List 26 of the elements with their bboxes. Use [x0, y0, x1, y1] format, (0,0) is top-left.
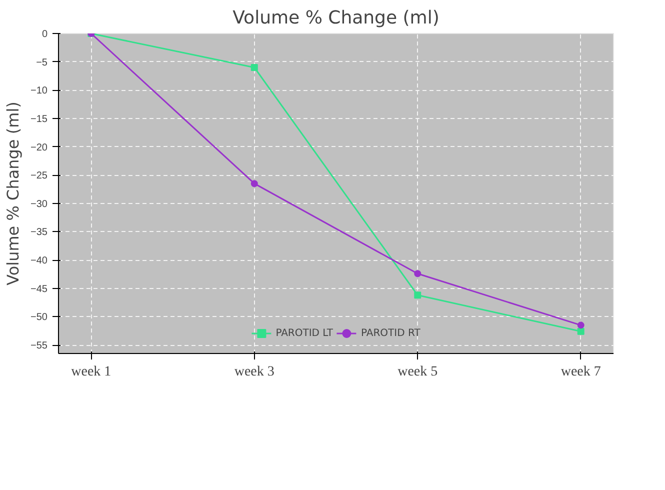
y-tick-label: −45: [30, 284, 48, 295]
point: [577, 328, 584, 335]
point: [250, 64, 258, 71]
y-tick-label: −15: [30, 114, 48, 125]
y-tick-label: −55: [30, 340, 48, 352]
x-tick-label: week 7: [560, 364, 601, 380]
y-tick-label: −5: [36, 57, 48, 68]
y-tick-label: −30: [30, 198, 48, 210]
x-tick-label: week 1: [71, 364, 112, 380]
x-tick-label: week 5: [398, 364, 438, 380]
x-tick-label: week 3: [234, 364, 274, 380]
y-tick-label: 0: [42, 29, 48, 40]
y-tick-label: −10: [30, 86, 48, 97]
chart-title: Volume % Change (ml): [232, 8, 440, 28]
y-tick-label: −25: [30, 170, 48, 182]
legend-label: PAROTID RT: [360, 328, 420, 338]
point: [414, 292, 422, 299]
y-axis-title: Volume % Change (ml): [4, 102, 23, 286]
y-tick-label: −20: [30, 142, 48, 154]
legend-label: PAROTID LT: [276, 328, 333, 338]
point: [577, 322, 584, 329]
point: [250, 180, 258, 188]
point: [414, 270, 422, 278]
y-tick-label: −50: [30, 312, 48, 324]
y-tick-label: −35: [30, 227, 48, 238]
y-tick-label: −40: [30, 256, 48, 267]
